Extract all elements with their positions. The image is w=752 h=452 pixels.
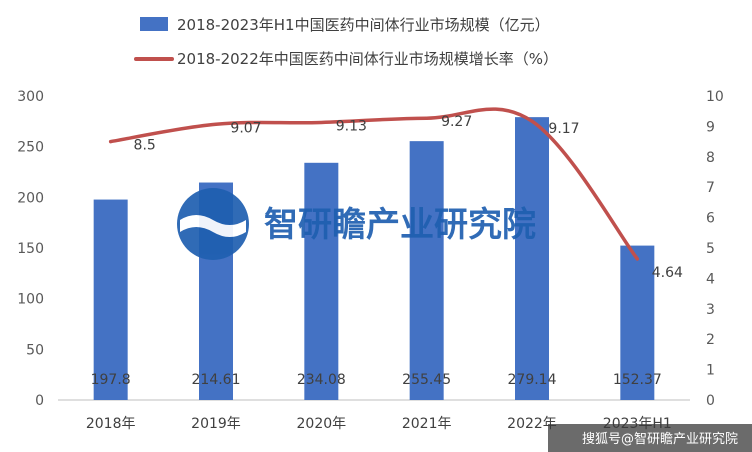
footer-background	[548, 424, 752, 452]
right-axis-tick-label: 9	[706, 119, 715, 135]
line-value-label: 9.17	[548, 121, 579, 137]
left-y-axis: 0 50 100 150 200 250 300	[17, 89, 44, 409]
x-axis-tick-label: 2020年	[297, 416, 347, 432]
left-axis-tick-label: 0	[35, 393, 44, 409]
right-axis-tick-label: 5	[706, 241, 715, 257]
line-point	[635, 257, 639, 261]
left-axis-tick-label: 50	[26, 342, 44, 358]
legend-label-bar: 2018-2023年H1中国医药中间体行业市场规模（亿元）	[177, 16, 550, 34]
legend-swatch-bar	[140, 17, 168, 31]
footer: 搜狐号@智研瞻产业研究院	[548, 424, 752, 452]
watermark-text: 智研瞻产业研究院	[264, 205, 536, 245]
bar-value-labels: 197.8 214.61 234.08 255.45 279.14 152.37	[91, 372, 662, 388]
x-axis-tick-label: 2021年	[402, 416, 452, 432]
right-axis-tick-label: 4	[706, 271, 715, 287]
bar	[515, 117, 549, 401]
watermark-logo-wave-icon	[180, 215, 246, 237]
footer-text: 搜狐号@智研瞻产业研究院	[582, 432, 738, 447]
bar-value-label: 255.45	[402, 372, 451, 388]
right-axis-tick-label: 7	[706, 180, 715, 196]
x-axis-tick-label: 2022年	[507, 416, 557, 432]
right-axis-tick-label: 1	[706, 363, 715, 379]
line-value-label: 8.5	[134, 138, 156, 154]
right-axis-tick-label: 3	[706, 302, 715, 318]
left-axis-tick-label: 150	[17, 241, 44, 257]
x-axis-tick-label: 2018年	[86, 416, 136, 432]
right-axis-tick-label: 10	[706, 89, 724, 105]
bar	[409, 141, 444, 401]
line-value-label: 9.13	[336, 118, 367, 134]
legend-label-line: 2018-2022年中国医药中间体行业市场规模增长率（%）	[177, 50, 558, 68]
bar-value-label: 152.37	[613, 372, 662, 388]
right-axis-tick-label: 0	[706, 393, 715, 409]
bar	[620, 245, 655, 400]
legend: 2018-2023年H1中国医药中间体行业市场规模（亿元） 2018-2022年中…	[134, 16, 558, 68]
line-value-label: 9.27	[441, 114, 472, 130]
x-axis-tick-label: 2019年	[191, 416, 241, 432]
bar	[93, 199, 128, 400]
line-point	[214, 122, 218, 126]
line-point	[319, 120, 323, 124]
line-path	[108, 107, 640, 261]
bar-value-label: 214.61	[192, 372, 241, 388]
watermark-logo: 智研瞻产业研究院	[177, 188, 536, 260]
line-point	[425, 116, 429, 120]
left-axis-tick-label: 300	[17, 89, 44, 105]
right-axis-tick-label: 6	[706, 211, 715, 227]
bar-value-label: 234.08	[297, 372, 346, 388]
line-point	[530, 119, 534, 123]
right-axis-tick-label: 2	[706, 332, 715, 348]
left-axis-tick-label: 100	[17, 292, 44, 308]
line-value-labels: 8.5 9.07 9.13 9.27 9.17 4.64	[134, 114, 683, 281]
bar	[304, 162, 339, 400]
left-axis-tick-label: 200	[17, 190, 44, 206]
right-axis-tick-label: 8	[706, 150, 715, 166]
bar-value-label: 197.8	[91, 372, 131, 388]
line-value-label: 9.07	[230, 120, 261, 136]
left-axis-tick-label: 250	[17, 140, 44, 156]
right-y-axis: 0 1 2 3 4 5 6 7 8 9 10	[706, 89, 724, 409]
bar-value-label: 279.14	[508, 372, 557, 388]
line-value-label: 4.64	[652, 265, 683, 281]
line-point	[109, 140, 113, 144]
line-series	[108, 107, 640, 261]
